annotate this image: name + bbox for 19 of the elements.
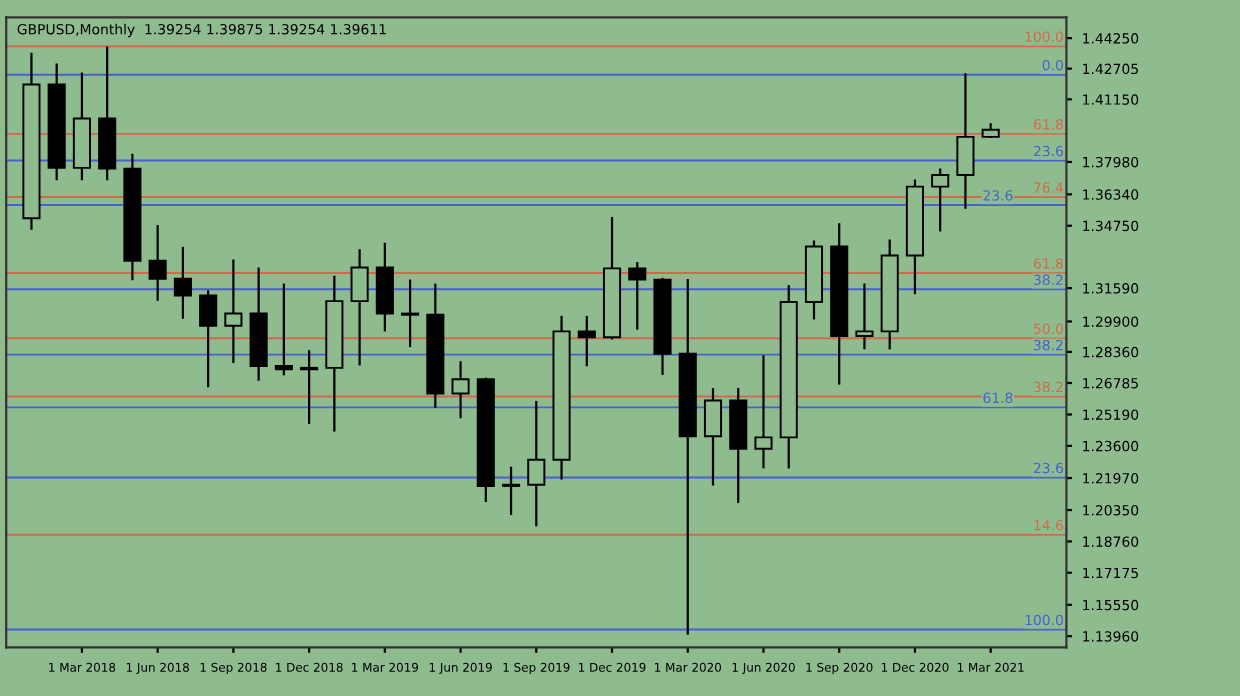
candlestick — [527, 400, 546, 527]
candlestick — [931, 168, 950, 232]
candlestick — [173, 246, 192, 319]
candlestick — [502, 466, 521, 516]
candlestick — [375, 242, 394, 332]
candlestick — [350, 249, 369, 366]
candlestick — [401, 279, 420, 348]
candlestick — [199, 290, 218, 388]
candlestick — [956, 73, 975, 209]
candlestick — [754, 355, 773, 469]
candlestick — [451, 361, 470, 419]
candlestick — [224, 259, 243, 364]
candlestick — [148, 225, 167, 301]
candlestick — [628, 262, 647, 330]
candlestick — [855, 283, 874, 350]
candlestick — [577, 315, 596, 367]
candlestick — [300, 350, 319, 424]
candlestick — [703, 388, 723, 486]
candlestick — [274, 283, 293, 376]
